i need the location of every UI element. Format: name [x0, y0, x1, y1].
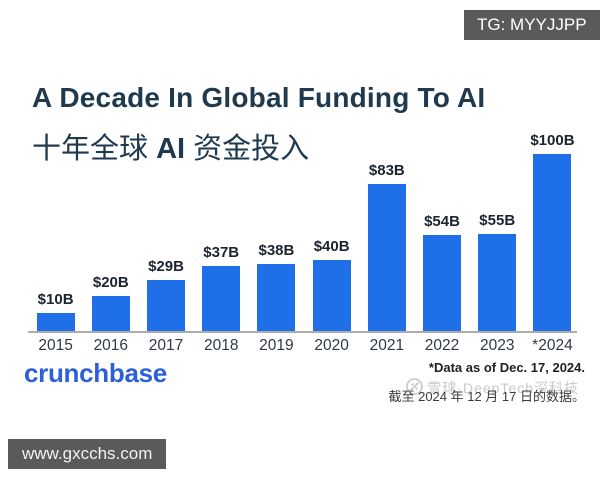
bar-group: $40B [304, 238, 359, 331]
chart-title-zh-prefix: 十年全球 [32, 133, 149, 165]
bar [257, 264, 296, 331]
x-axis-tick-label: 2019 [259, 337, 294, 354]
bar-group: $29B [138, 258, 193, 331]
bar-group: $10B [28, 291, 83, 331]
x-axis-tick-label: 2017 [148, 337, 184, 354]
bar-group: $83B [359, 162, 414, 331]
bar [36, 313, 75, 331]
chart-x-labels: 2015 2016 2017 2018 2019 2020 2021 2022 2023 *202… [28, 337, 580, 355]
watermark-row: 雪球·DeepTech深科技 截至 2024 年 12 月 17 日的数据。 [350, 376, 585, 410]
chart-title-zh-ai: AI [156, 133, 186, 165]
telegram-badge: TG: MYYJJPP [464, 10, 600, 40]
bar-value-label: $54B [424, 213, 460, 230]
x-axis-tick-label: 2016 [93, 337, 129, 354]
bar-value-label: $37B [203, 244, 240, 261]
bar-group: $20B [83, 274, 138, 331]
chart-title-zh: 十年全球 AI 资金投入 [32, 125, 485, 167]
xueqiu-snowball-icon [406, 378, 424, 398]
bar [367, 184, 406, 331]
bar-group: $38B [249, 242, 304, 331]
bar-group: $55B [470, 212, 525, 331]
data-note-en: *Data as of Dec. 17, 2024. [428, 360, 585, 375]
chart-title-zh-suffix: 资金投入 [193, 133, 310, 165]
bar [312, 260, 351, 331]
bar-value-label: $10B [37, 291, 74, 308]
watermark-text: 雪球·DeepTech深科技 [427, 380, 579, 396]
bar [423, 235, 462, 331]
bar-group: $100B [525, 132, 580, 331]
bar-value-label: $29B [148, 258, 184, 275]
x-axis-tick-label: 2022 [424, 337, 460, 354]
x-axis-tick-label: 2020 [314, 337, 349, 354]
bar-value-label: $100B [530, 132, 575, 149]
bar [147, 280, 185, 331]
bar [478, 234, 517, 331]
bar-value-label: $40B [313, 238, 350, 255]
chart-header: A Decade In Global Funding To AI 十年全球 AI… [32, 82, 485, 167]
crunchbase-logo: crunchbase [24, 358, 167, 388]
bar-value-label: $38B [258, 242, 295, 259]
bar-group: $37B [194, 244, 249, 331]
bar [202, 266, 241, 331]
x-axis-tick-label: 2023 [479, 337, 515, 354]
xueqiu-watermark: 雪球·DeepTech深科技 [406, 378, 579, 398]
chart-title-en: A Decade In Global Funding To AI [32, 82, 486, 113]
website-badge: www.gxcchs.com [8, 439, 167, 469]
bar-value-label: $83B [368, 162, 405, 179]
chart-plot: $10B $20B $29B $37B $38B $40B $83B $54B $55B $100… [28, 121, 580, 331]
x-axis-tick-label: 2021 [369, 337, 405, 354]
x-axis-line [28, 331, 577, 333]
x-axis-tick-label: 2015 [38, 337, 73, 354]
x-axis-tick-label: *2024 [532, 337, 573, 354]
bar [91, 296, 130, 331]
bar-value-label: $55B [479, 212, 516, 229]
bar-value-label: $20B [92, 274, 129, 291]
footnote-block: *Data as of Dec. 17, 2024. 雪球·DeepTech深科… [350, 360, 585, 410]
data-note-zh: 截至 2024 年 12 月 17 日的数据。 [388, 389, 585, 404]
bar [533, 154, 572, 331]
bar-group: $54B [414, 213, 469, 331]
x-axis-tick-label: 2018 [203, 337, 239, 354]
